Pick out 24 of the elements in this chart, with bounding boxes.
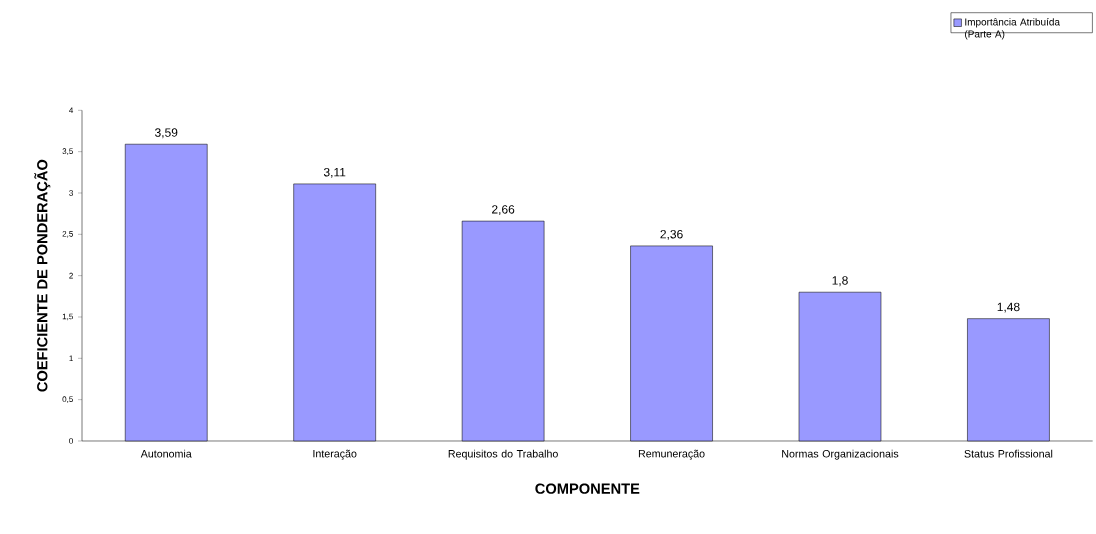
y-tick-label: 3: [69, 190, 73, 196]
data-label: 3,11: [323, 167, 346, 178]
y-tick-label: 0,5: [62, 396, 73, 403]
x-tick-label: Normas Organizacionais: [782, 449, 899, 460]
x-tick-label: Interação: [313, 449, 357, 460]
x-tick-label: Status Profissional: [964, 449, 1053, 458]
y-tick-label: 3,5: [62, 148, 73, 155]
y-tick-label: 0: [69, 438, 73, 444]
y-tick-label: 1: [69, 355, 73, 362]
x-axis-title: COMPONENTE: [535, 483, 640, 494]
data-label: 1,8: [832, 276, 848, 287]
x-tick-label: Requisitos do Trabalho: [448, 449, 558, 460]
data-label: 1,48: [997, 302, 1020, 313]
legend-label: Importância Atribuída (Parte A): [965, 18, 1060, 40]
data-label: 2,66: [492, 205, 515, 216]
y-tick-label: 1,5: [62, 313, 73, 321]
y-tick-label: 2,5: [62, 231, 73, 238]
y-axis-title: COEFICIENTE DE PONDERAÇÃO: [34, 159, 51, 392]
data-label: 3,59: [155, 128, 178, 139]
y-tick-label: 4: [69, 107, 74, 114]
x-tick-label: Remuneração: [638, 449, 705, 460]
x-tick-label: Autonomia: [140, 449, 192, 458]
data-label: 2,36: [660, 229, 683, 240]
y-tick-label: 2: [69, 272, 73, 279]
